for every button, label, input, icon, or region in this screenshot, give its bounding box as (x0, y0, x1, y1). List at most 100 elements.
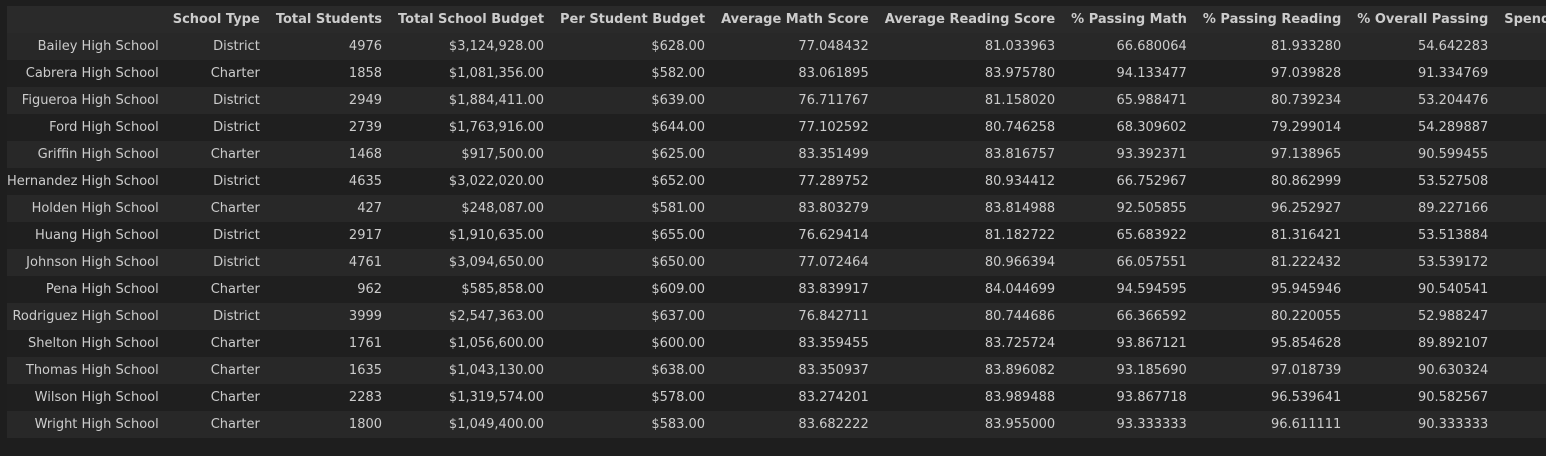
table-cell: $637.00 (651, 309, 706, 324)
table-cell: 80.746258 (984, 120, 1056, 135)
table-cell: 83.351499 (798, 147, 869, 162)
table-cell: 1858 (348, 66, 383, 81)
table-cell: 80.934412 (984, 174, 1056, 189)
table-cell: 2949 (348, 93, 383, 108)
table-row: Bailey High School District 4976 $3,124,928… (7, 33, 1546, 60)
table-cell: 83.274201 (798, 390, 869, 405)
table-row: Cabrera High School Charter 1858 $1,081,356… (7, 60, 1546, 87)
table-cell: 76.629414 (798, 228, 869, 243)
row-index-school-name: Ford High School (49, 120, 159, 135)
table-cell: $630-644 (1494, 114, 1546, 141)
row-index-school-name: Griffin High School (37, 147, 159, 162)
column-header: School Type (172, 12, 260, 27)
table-cell: 80.744686 (984, 309, 1056, 324)
column-header: Total School Budget (398, 12, 545, 27)
table-cell: $585-629 (1494, 276, 1546, 303)
table-cell: 83.803279 (798, 201, 869, 216)
table-cell: $645-660 (1494, 168, 1546, 195)
row-index-school-name: Johnson High School (26, 255, 159, 270)
table-cell: 83.839917 (798, 282, 869, 297)
table-cell: 95.945946 (1270, 282, 1342, 297)
table-cell: 83.725724 (984, 336, 1056, 351)
table-header: School Type Total Students Total School Bu… (7, 6, 1546, 33)
table-cell: 4976 (348, 39, 383, 54)
table-row: Wright High School Charter 1800 $1,049,400.… (7, 411, 1546, 438)
table-cell: 81.158020 (984, 93, 1056, 108)
table-cell: 83.350937 (798, 363, 869, 378)
row-index-school-name: Shelton High School (28, 336, 159, 351)
table-cell: 53.539172 (1417, 255, 1489, 270)
table-cell: 1635 (348, 363, 383, 378)
column-header: Average Math Score (721, 12, 869, 27)
table-cell: District (213, 120, 260, 135)
table-cell: District (213, 255, 260, 270)
table-cell: Charter (210, 363, 260, 378)
table-cell: $581.00 (651, 201, 706, 216)
table-cell: 1761 (348, 336, 383, 351)
table-cell: 66.680064 (1116, 39, 1187, 54)
table-cell: 81.316421 (1270, 228, 1342, 243)
table-cell: 3999 (348, 309, 383, 324)
table-cell: 83.955000 (984, 417, 1056, 432)
table-cell: 2917 (348, 228, 383, 243)
table-cell: District (213, 174, 260, 189)
table-cell: $644.00 (651, 120, 706, 135)
table-cell: 2283 (348, 390, 383, 405)
table-cell: 91.334769 (1417, 66, 1489, 81)
table-cell: 66.366592 (1116, 309, 1187, 324)
column-header: % Passing Math (1071, 12, 1187, 27)
table-cell: $585,858.00 (461, 282, 545, 297)
table-cell: 65.988471 (1116, 93, 1187, 108)
table-cell: $1,049,400.00 (448, 417, 545, 432)
table-cell: $645-660 (1494, 249, 1546, 276)
row-index-school-name: Wright High School (34, 417, 159, 432)
table-cell: 94.594595 (1116, 282, 1187, 297)
table-cell: 80.220055 (1270, 309, 1342, 324)
table-cell: 54.642283 (1417, 39, 1489, 54)
header-row: School Type Total Students Total School Bu… (7, 6, 1546, 33)
table-cell: Charter (210, 66, 260, 81)
table-cell: 83.989488 (984, 390, 1056, 405)
table-cell: $645-660 (1494, 222, 1546, 249)
table-cell: $585-629 (1494, 141, 1546, 168)
table-cell: $578.00 (651, 390, 706, 405)
table-cell: 52.988247 (1417, 309, 1489, 324)
table-cell: $1,081,356.00 (448, 66, 545, 81)
table-cell: 53.204476 (1417, 93, 1489, 108)
table-cell: 81.033963 (984, 39, 1056, 54)
column-header: Average Reading Score (884, 12, 1056, 27)
table-cell: $3,022,020.00 (448, 174, 545, 189)
table-cell: $3,124,928.00 (448, 39, 545, 54)
dataframe-output: School Type Total Students Total School Bu… (7, 6, 1546, 438)
table-cell: $3,094,650.00 (448, 255, 545, 270)
table-row: Johnson High School District 4761 $3,094,65… (7, 249, 1546, 276)
table-cell: $583.00 (651, 417, 706, 432)
table-cell: 93.333333 (1116, 417, 1187, 432)
table-cell: $630-644 (1494, 357, 1546, 384)
table-cell: District (213, 228, 260, 243)
table-cell: $582.00 (651, 66, 706, 81)
table-cell: 1800 (348, 417, 383, 432)
table-cell: 65.683922 (1116, 228, 1187, 243)
table-row: Rodriguez High School District 3999 $2,547,… (7, 303, 1546, 330)
table-cell: 83.814988 (984, 201, 1056, 216)
table-cell: $1,043,130.00 (448, 363, 545, 378)
table-cell: 83.816757 (984, 147, 1056, 162)
table-cell: $917,500.00 (461, 147, 545, 162)
table-cell: 97.039828 (1270, 66, 1342, 81)
column-header: Total Students (275, 12, 383, 27)
table-cell: 66.057551 (1116, 255, 1187, 270)
table-cell: $1,763,916.00 (448, 120, 545, 135)
column-header: Spending per Student (1504, 12, 1546, 27)
table-cell: 4635 (348, 174, 383, 189)
table-cell: $248,087.00 (461, 201, 545, 216)
table-cell: $625.00 (651, 147, 706, 162)
table-cell: 54.289887 (1417, 120, 1489, 135)
row-index-school-name: Bailey High School (37, 39, 159, 54)
table-cell: District (213, 309, 260, 324)
table-cell: $1,056,600.00 (448, 336, 545, 351)
table-cell: 77.048432 (798, 39, 869, 54)
table-cell: 83.975780 (984, 66, 1056, 81)
table-cell: $600.00 (651, 336, 706, 351)
table-cell: 97.018739 (1270, 363, 1342, 378)
